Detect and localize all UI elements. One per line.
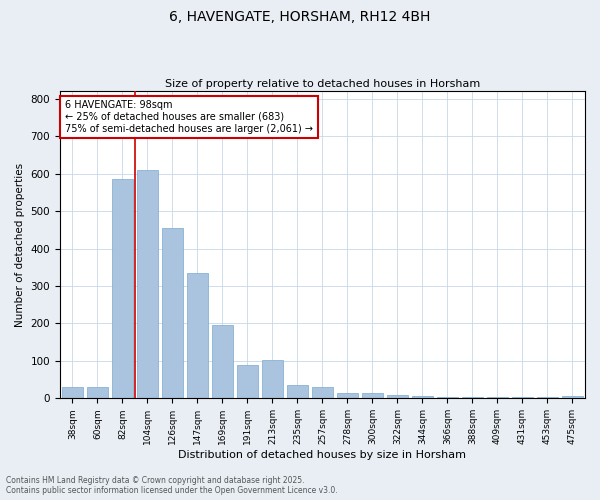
Bar: [512, 397, 533, 398]
Bar: [287, 385, 308, 398]
Bar: [262, 360, 283, 399]
Text: Contains HM Land Registry data © Crown copyright and database right 2025.
Contai: Contains HM Land Registry data © Crown c…: [6, 476, 338, 495]
Bar: [462, 397, 483, 398]
Bar: [387, 396, 408, 398]
Bar: [212, 326, 233, 398]
Bar: [237, 364, 258, 398]
Title: Size of property relative to detached houses in Horsham: Size of property relative to detached ho…: [165, 79, 480, 89]
Text: 6, HAVENGATE, HORSHAM, RH12 4BH: 6, HAVENGATE, HORSHAM, RH12 4BH: [169, 10, 431, 24]
Bar: [112, 179, 133, 398]
Y-axis label: Number of detached properties: Number of detached properties: [15, 162, 25, 327]
Bar: [337, 394, 358, 398]
Text: 6 HAVENGATE: 98sqm
← 25% of detached houses are smaller (683)
75% of semi-detach: 6 HAVENGATE: 98sqm ← 25% of detached hou…: [65, 100, 313, 134]
Bar: [87, 387, 108, 398]
Bar: [412, 396, 433, 398]
Bar: [362, 394, 383, 398]
Bar: [162, 228, 183, 398]
Bar: [537, 397, 558, 398]
Bar: [487, 397, 508, 398]
Bar: [187, 273, 208, 398]
Bar: [562, 396, 583, 398]
Bar: [137, 170, 158, 398]
Bar: [62, 387, 83, 398]
Bar: [312, 387, 333, 398]
Bar: [437, 397, 458, 398]
X-axis label: Distribution of detached houses by size in Horsham: Distribution of detached houses by size …: [178, 450, 466, 460]
